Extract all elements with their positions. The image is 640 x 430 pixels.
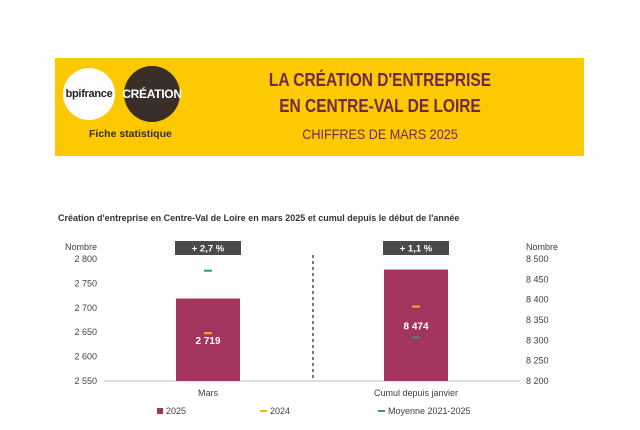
legend-swatch-2025 xyxy=(157,408,163,414)
right-tick-label: 8 450 xyxy=(526,274,549,284)
right-tick-label: 8 200 xyxy=(526,376,549,386)
legend-label: 2024 xyxy=(270,406,290,416)
page-title-line1: LA CRÉATION D'ENTREPRISE xyxy=(268,70,492,90)
variation-badge-label: + 1,1 % xyxy=(400,244,433,255)
legend-label: Moyenne 2021-2025 xyxy=(388,406,471,416)
page-subtitle: CHIFFRES DE MARS 2025 xyxy=(302,126,458,142)
category-label: Mars xyxy=(198,388,218,398)
left-tick-label: 2 600 xyxy=(74,352,97,362)
legend-label: 2025 xyxy=(166,406,186,416)
variation-badge xyxy=(383,241,449,255)
category-label: Cumul depuis janvier xyxy=(374,388,458,398)
left-tick-label: 2 700 xyxy=(74,303,97,313)
right-tick-label: 8 400 xyxy=(526,295,549,305)
right-tick-label: 8 250 xyxy=(526,356,549,366)
right-tick-label: 8 300 xyxy=(526,335,549,345)
page-title-line2: EN CENTRE-VAL DE LOIRE xyxy=(279,96,481,116)
bar-value-label: 8 474 xyxy=(403,321,428,332)
left-tick-label: 2 800 xyxy=(74,254,97,264)
header-banner: bpifrance CRÉATION Fiche statistique LA … xyxy=(55,58,584,156)
right-tick-label: 8 350 xyxy=(526,315,549,325)
bar-2025 xyxy=(176,298,240,381)
bpifrance-logo: bpifrance xyxy=(63,68,115,120)
right-tick-label: 8 500 xyxy=(526,254,549,264)
chart-title: Création d'entreprise en Centre-Val de L… xyxy=(58,213,460,223)
left-tick-label: 2 750 xyxy=(74,278,97,288)
variation-badge xyxy=(175,241,241,255)
creation-logo: CRÉATION xyxy=(122,66,182,122)
variation-badge-label: + 2,7 % xyxy=(192,244,225,255)
bar-value-label: 2 719 xyxy=(195,336,220,347)
left-axis-label: Nombre xyxy=(65,242,97,252)
left-tick-label: 2 650 xyxy=(74,327,97,337)
fiche-statistique-label: Fiche statistique xyxy=(89,128,172,140)
bar-2025 xyxy=(384,269,448,381)
left-tick-label: 2 550 xyxy=(74,376,97,386)
right-axis-label: Nombre xyxy=(526,242,558,252)
